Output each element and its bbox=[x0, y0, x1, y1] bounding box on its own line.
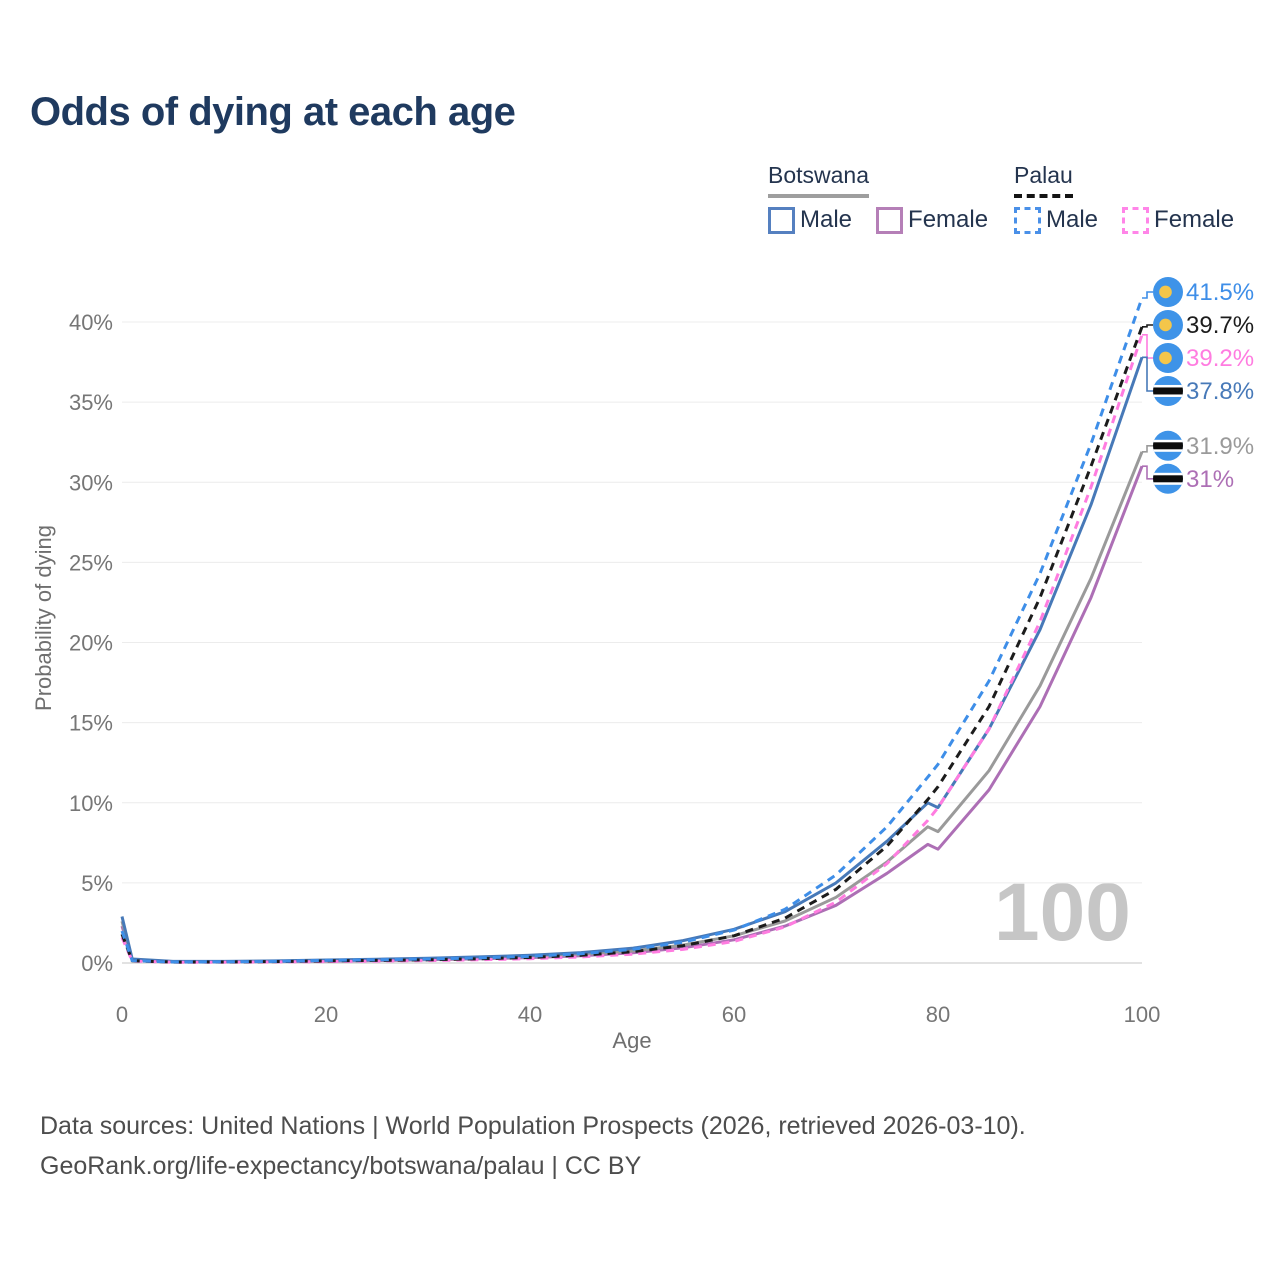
x-tick-label: 80 bbox=[926, 1002, 950, 1027]
footer: Data sources: United Nations | World Pop… bbox=[40, 1106, 1026, 1186]
end-label-botswana-female: 31% bbox=[1186, 466, 1234, 493]
legend-item-palau-male[interactable]: Male bbox=[1014, 206, 1098, 234]
y-tick-label: 15% bbox=[69, 711, 113, 736]
flag-palau-icon bbox=[1153, 309, 1183, 340]
end-label-botswana-both-sexes: 31.9% bbox=[1186, 433, 1254, 460]
legend-swatch-botswana-female-icon bbox=[876, 206, 904, 234]
flag-palau-icon bbox=[1153, 342, 1183, 373]
y-tick-label: 35% bbox=[69, 390, 113, 415]
end-label-connector bbox=[1142, 324, 1153, 328]
y-tick-label: 10% bbox=[69, 791, 113, 816]
flag-botswana-icon bbox=[1153, 375, 1183, 406]
end-label-connector bbox=[1142, 291, 1153, 299]
x-tick-label: 100 bbox=[1124, 1002, 1161, 1027]
legend-label-palau-female: Female bbox=[1154, 206, 1235, 233]
end-label-connector bbox=[1142, 356, 1153, 392]
footer-data-sources: Data sources: United Nations | World Pop… bbox=[40, 1112, 1026, 1140]
x-tick-label: 0 bbox=[116, 1002, 128, 1027]
watermark-age-100: 100 bbox=[994, 867, 1131, 958]
y-tick-label: 0% bbox=[81, 951, 113, 976]
y-tick-label: 25% bbox=[69, 550, 113, 575]
series-line-palau-both-sexes[interactable] bbox=[120, 326, 1144, 964]
legend-swatch-botswana-male-icon bbox=[768, 206, 795, 234]
flag-botswana-icon bbox=[1153, 463, 1183, 494]
series-line-botswana-male[interactable] bbox=[120, 356, 1144, 963]
legend-item-botswana-female[interactable]: Female bbox=[876, 206, 988, 234]
footer-url: GeoRank.org/life-expectancy/botswana/pal… bbox=[40, 1152, 642, 1180]
y-axis-title: Probability of dying bbox=[31, 525, 56, 711]
legend-label-palau-male: Male bbox=[1046, 206, 1099, 233]
end-label-connector bbox=[1142, 445, 1153, 453]
end-label-palau-male: 41.5% bbox=[1186, 279, 1254, 306]
x-tick-label: 60 bbox=[722, 1002, 746, 1027]
y-tick-label: 5% bbox=[81, 871, 113, 896]
end-label-palau-both-sexes: 39.7% bbox=[1186, 312, 1254, 339]
series-line-palau-male[interactable] bbox=[120, 297, 1144, 964]
y-tick-label: 30% bbox=[69, 470, 113, 495]
legend-swatch-palau-male-icon bbox=[1014, 206, 1041, 234]
x-tick-label: 40 bbox=[518, 1002, 542, 1027]
legend-item-botswana-male[interactable]: Male bbox=[768, 206, 852, 234]
legend-country-botswana[interactable]: Botswana bbox=[768, 162, 870, 198]
end-label-connector bbox=[1142, 334, 1153, 359]
y-tick-label: 40% bbox=[69, 310, 113, 335]
page-title: Odds of dying at each age bbox=[30, 90, 516, 134]
series-line-botswana-female[interactable] bbox=[120, 465, 1144, 964]
end-label-connector bbox=[1142, 465, 1153, 480]
y-tick-label: 20% bbox=[69, 631, 113, 656]
flag-botswana-icon bbox=[1153, 430, 1183, 461]
end-label-palau-female: 39.2% bbox=[1186, 345, 1254, 372]
flag-palau-icon bbox=[1153, 276, 1183, 307]
end-label-botswana-male: 37.8% bbox=[1186, 378, 1254, 405]
legend-group-palau: Palau Male Female bbox=[1014, 162, 1234, 234]
legend-swatch-palau-female-icon bbox=[1122, 206, 1150, 234]
x-tick-label: 20 bbox=[314, 1002, 338, 1027]
legend-country-palau[interactable]: Palau bbox=[1014, 162, 1073, 198]
legend-label-botswana-male: Male bbox=[800, 206, 853, 233]
series-line-palau-female[interactable] bbox=[120, 334, 1144, 964]
legend-item-palau-female[interactable]: Female bbox=[1122, 206, 1234, 234]
legend-label-botswana-female: Female bbox=[908, 206, 989, 233]
x-axis-title: Age bbox=[612, 1028, 652, 1053]
legend-group-botswana: Botswana Male Female bbox=[768, 162, 988, 234]
